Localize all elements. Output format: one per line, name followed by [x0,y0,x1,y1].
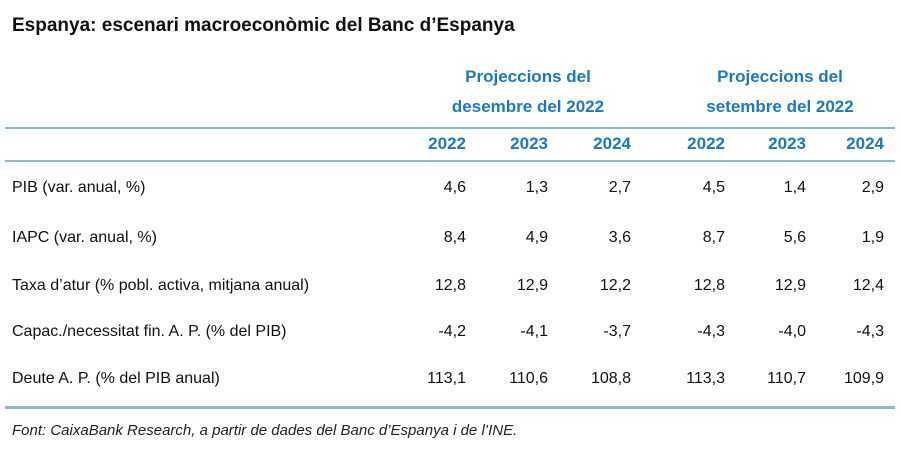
year-header: 2024 [593,134,631,153]
cell-value: -4,2 [438,323,466,340]
table-row: Deute A. P. (% del PIB anual) 113,1 110,6 1… [0,370,900,394]
cell-value: 8,7 [702,229,725,246]
cell-value: 12,8 [693,277,725,294]
cell-value: 108,8 [590,370,631,387]
header-rule [5,127,895,129]
cell-value: 2,7 [608,179,631,196]
cell-value: 110,7 [767,370,806,387]
cell-value: 12,8 [434,277,466,294]
cell-value: -4,0 [778,323,806,340]
cell-value: 12,9 [516,277,548,294]
cell-value: 5,6 [783,229,806,246]
table-row: Capac./necessitat fin. A. P. (% del PIB)… [0,323,900,347]
table-row: IAPC (var. anual, %) 8,4 4,9 3,6 8,7 5,6 1,9 [0,229,900,253]
cell-value: 2,9 [861,179,884,196]
cell-value: 1,3 [525,179,548,196]
row-label: IAPC (var. anual, %) [12,229,157,246]
group-header-line: Projeccions del [465,67,591,86]
table-row: PIB (var. anual, %) 4,6 1,3 2,7 4,5 1,4 2,9 [0,179,900,203]
year-header: 2023 [768,134,806,153]
row-label: PIB (var. anual, %) [12,179,146,196]
cell-value: 3,6 [608,229,631,246]
cell-value: -4,3 [856,323,884,340]
cell-value: 4,9 [525,229,548,246]
cell-value: -4,1 [520,323,548,340]
cell-value: 1,9 [861,229,884,246]
row-label: Taxa d’atur (% pobl. activa, mitjana anu… [12,277,310,294]
group-header-line: desembre del 2022 [451,97,605,116]
cell-value: 113,1 [427,370,466,387]
cell-value: 4,5 [702,179,725,196]
table-title: Espanya: escenari macroeconòmic del Banc… [12,15,515,36]
cell-value: 113,3 [686,370,725,387]
bottom-rule [5,406,895,409]
table-row: Taxa d’atur (% pobl. activa, mitjana anu… [0,277,900,301]
group-header-december: Projeccions del desembre del 2022 [418,62,638,122]
cell-value: 1,4 [783,179,806,196]
cell-value: 12,9 [774,277,806,294]
cell-value: 8,4 [443,229,466,246]
cell-value: 110,6 [509,370,548,387]
row-label: Deute A. P. (% del PIB anual) [12,370,220,387]
year-header: 2022 [428,134,466,153]
years-rule [5,160,895,162]
cell-value: -4,3 [697,323,725,340]
group-header-line: Projeccions del [717,67,843,86]
year-header: 2023 [510,134,548,153]
group-header-line: setembre del 2022 [706,97,854,116]
group-header-september: Projeccions del setembre del 2022 [670,62,890,122]
cell-value: 12,2 [599,277,631,294]
cell-value: 109,9 [843,370,884,387]
cell-value: 12,4 [852,277,884,294]
cell-value: -3,7 [603,323,631,340]
year-header: 2024 [846,134,884,153]
year-header: 2022 [687,134,725,153]
source-footnote: Font: CaixaBank Research, a partir de da… [12,422,518,439]
cell-value: 4,6 [443,179,466,196]
row-label: Capac./necessitat fin. A. P. (% del PIB) [12,323,287,340]
